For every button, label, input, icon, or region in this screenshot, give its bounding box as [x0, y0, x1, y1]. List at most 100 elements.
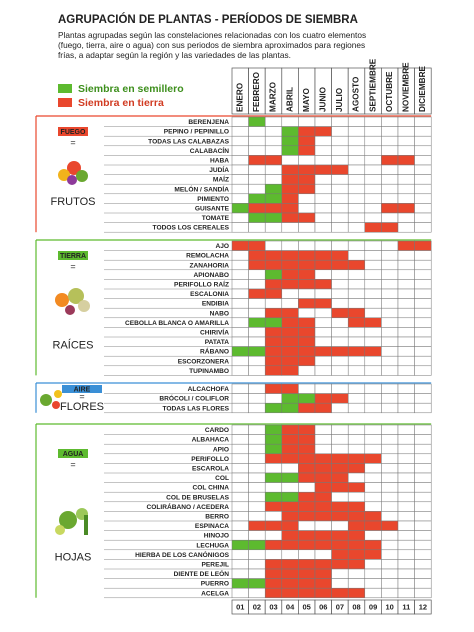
empty-cell — [397, 491, 415, 503]
empty-cell — [381, 365, 399, 376]
empty-cell — [248, 443, 266, 455]
month-header: ABRIL — [285, 87, 294, 112]
empty-cell — [231, 307, 249, 319]
empty-cell — [248, 587, 266, 599]
sowing-cell — [264, 443, 283, 455]
row-label: ESPINACA — [195, 523, 229, 530]
sowing-cell — [264, 327, 283, 338]
empty-cell — [364, 434, 382, 445]
sowing-cell — [364, 222, 382, 233]
empty-cell — [397, 346, 415, 357]
empty-cell — [231, 463, 249, 474]
sowing-cell — [298, 501, 316, 512]
sowing-cell — [231, 203, 249, 214]
empty-cell — [397, 126, 415, 137]
empty-cell — [381, 336, 399, 347]
sowing-cell — [248, 346, 266, 357]
description-line: Plantas agrupadas según las constelacion… — [58, 30, 366, 40]
empty-cell — [347, 116, 366, 127]
empty-cell — [414, 259, 432, 271]
empty-cell — [414, 193, 432, 204]
sowing-cell — [264, 355, 283, 367]
sowing-cell — [331, 539, 349, 551]
empty-cell — [331, 424, 349, 435]
equals: = — [70, 137, 75, 147]
empty-cell — [347, 298, 366, 309]
empty-cell — [397, 174, 415, 185]
empty-cell — [414, 346, 432, 357]
sowing-cell — [264, 155, 283, 166]
empty-cell — [381, 174, 399, 185]
empty-cell — [281, 116, 299, 127]
empty-cell — [364, 269, 382, 280]
empty-cell — [364, 559, 382, 570]
empty-cell — [314, 424, 332, 435]
empty-cell — [397, 298, 415, 309]
empty-cell — [381, 346, 399, 357]
sowing-cell — [264, 269, 283, 280]
empty-cell — [231, 135, 249, 147]
sowing-cell — [331, 501, 349, 512]
empty-cell — [397, 269, 415, 280]
empty-cell — [347, 279, 366, 290]
empty-cell — [331, 212, 349, 223]
sowing-cell — [264, 203, 283, 214]
empty-cell — [264, 240, 283, 251]
empty-cell — [248, 453, 266, 464]
empty-cell — [331, 222, 349, 233]
empty-cell — [314, 355, 332, 367]
empty-cell — [347, 250, 366, 261]
empty-cell — [414, 279, 432, 290]
sowing-cell — [281, 145, 299, 156]
row-label: TOMATE — [202, 215, 230, 222]
empty-cell — [264, 393, 283, 404]
empty-cell — [264, 463, 283, 474]
empty-cell — [231, 549, 249, 560]
empty-cell — [364, 116, 382, 127]
empty-cell — [248, 298, 266, 309]
empty-cell — [248, 365, 266, 376]
sowing-cell — [397, 203, 415, 214]
row-label: MELÓN / SANDÍA — [174, 184, 229, 193]
empty-cell — [414, 365, 432, 376]
sowing-cell — [414, 240, 432, 251]
empty-cell — [314, 549, 332, 560]
empty-cell — [381, 511, 399, 522]
empty-cell — [414, 355, 432, 367]
sowing-cell — [281, 135, 299, 147]
sowing-cell — [298, 250, 316, 261]
sowing-cell — [231, 578, 249, 589]
empty-cell — [397, 424, 415, 435]
row-label: TODAS LAS FLORES — [162, 405, 229, 412]
month-number: 02 — [253, 602, 261, 611]
sowing-cell — [331, 472, 349, 483]
sowing-cell — [364, 453, 382, 464]
empty-cell — [397, 250, 415, 261]
month-number: 11 — [402, 602, 410, 611]
empty-cell — [381, 212, 399, 223]
sowing-cell — [364, 317, 382, 328]
empty-cell — [347, 288, 366, 299]
empty-cell — [364, 463, 382, 474]
empty-cell — [347, 135, 366, 147]
sowing-cell — [331, 307, 349, 319]
sowing-cell — [314, 559, 332, 570]
element-label: TIERRA — [60, 253, 86, 260]
empty-cell — [347, 568, 366, 579]
empty-cell — [231, 434, 249, 445]
empty-cell — [231, 530, 249, 541]
sowing-cell — [314, 530, 332, 541]
empty-cell — [248, 393, 266, 404]
empty-cell — [248, 472, 266, 483]
empty-cell — [347, 203, 366, 214]
description-line: frías, a adaptar según la región y las v… — [58, 50, 291, 60]
empty-cell — [364, 530, 382, 541]
empty-cell — [331, 288, 349, 299]
empty-cell — [397, 463, 415, 474]
month-header: SEPTIEMBRE — [368, 58, 377, 112]
empty-cell — [248, 511, 266, 522]
empty-cell — [381, 259, 399, 271]
empty-cell — [364, 336, 382, 347]
row-label: COL — [215, 475, 229, 482]
empty-cell — [231, 402, 249, 414]
